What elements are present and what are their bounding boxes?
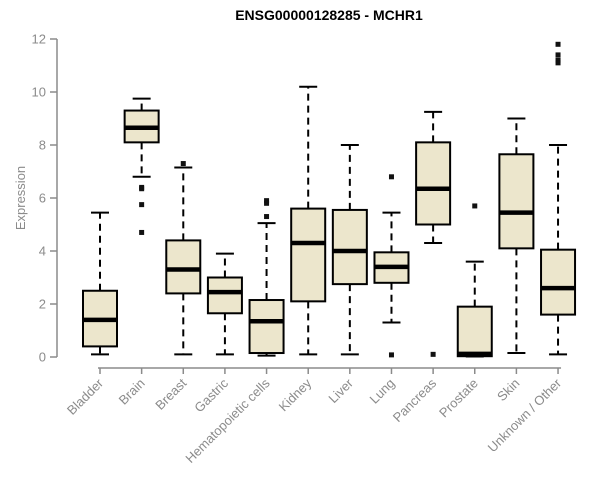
x-tick-label-breast: Breast xyxy=(152,375,189,412)
iqr-box xyxy=(331,208,368,286)
iqr-box xyxy=(456,305,493,358)
y-tick-label: 0 xyxy=(39,350,46,365)
x-tick-label-pancreas: Pancreas xyxy=(390,375,440,425)
outlier-point xyxy=(264,200,270,206)
x-tick-label-kidney: Kidney xyxy=(276,375,315,414)
y-tick-label: 2 xyxy=(39,297,46,312)
box-liver xyxy=(331,144,368,356)
outlier-point xyxy=(555,57,561,63)
outlier-point xyxy=(555,60,561,66)
iqr-box xyxy=(165,239,202,295)
box-hematopoietic-cells xyxy=(248,198,285,357)
iqr-box xyxy=(248,299,285,355)
outlier-point xyxy=(555,41,561,47)
iqr-box xyxy=(415,141,452,226)
x-tick-label-prostate: Prostate xyxy=(436,376,481,421)
outlier-point xyxy=(264,198,270,204)
y-tick-label: 8 xyxy=(39,138,46,153)
iqr-box xyxy=(498,153,535,250)
x-tick-label-lung: Lung xyxy=(367,376,398,407)
box-gastric xyxy=(206,252,243,356)
box-lung xyxy=(373,174,410,358)
y-tick-label: 12 xyxy=(32,32,46,47)
x-tick-label-skin: Skin xyxy=(494,376,522,404)
iqr-box xyxy=(206,276,243,315)
box-skin xyxy=(498,117,535,355)
x-tick-label-brain: Brain xyxy=(116,376,148,408)
x-tick-label-bladder: Bladder xyxy=(64,375,107,418)
y-tick-label: 6 xyxy=(39,191,46,206)
y-tick-label: 10 xyxy=(32,85,46,100)
outlier-point xyxy=(388,352,394,358)
outlier-point xyxy=(139,202,145,208)
outlier-point xyxy=(139,186,145,192)
y-tick-label: 4 xyxy=(39,244,46,259)
y-axis-label: Expression xyxy=(13,166,28,230)
outlier-point xyxy=(180,161,186,167)
box-pancreas xyxy=(415,110,452,357)
y-axis: 0 2 4 6 8 10 12 xyxy=(32,32,58,365)
iqr-box xyxy=(540,248,577,316)
outlier-point xyxy=(388,174,394,180)
box-series xyxy=(82,41,577,358)
iqr-box xyxy=(290,207,327,303)
box-unknown-other xyxy=(540,41,577,356)
outlier-point xyxy=(472,203,478,209)
x-tick-label-gastric: Gastric xyxy=(191,375,231,415)
outlier-point xyxy=(264,214,270,220)
x-tick-label-unknown-other: Unknown / Other xyxy=(485,375,565,455)
box-prostate xyxy=(456,203,493,358)
box-breast xyxy=(165,161,202,356)
outlier-point xyxy=(139,229,145,235)
box-kidney xyxy=(290,85,327,356)
outlier-point xyxy=(430,351,436,357)
chart-title: ENSG00000128285 - MCHR1 xyxy=(235,7,423,23)
outlier-point xyxy=(555,52,561,58)
box-brain xyxy=(123,97,160,235)
x-tick-label-liver: Liver xyxy=(325,375,356,406)
box-bladder xyxy=(82,211,118,356)
